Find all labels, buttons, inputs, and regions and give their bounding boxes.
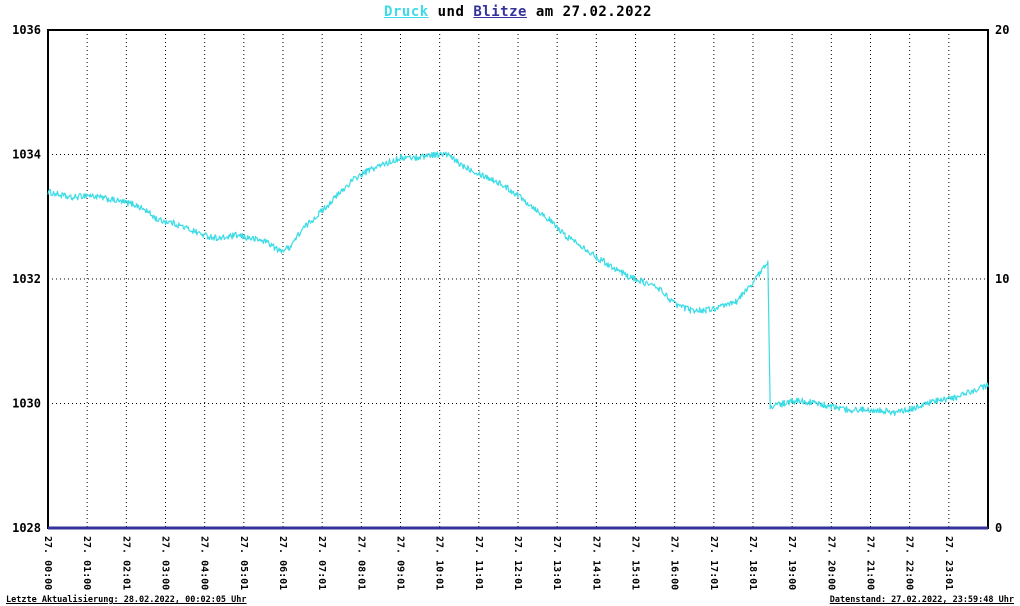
x-tick-label: 27. 13:01 (551, 536, 562, 590)
y-left-tick-label: 1028 (12, 521, 41, 535)
x-tick-label: 27. 22:00 (904, 536, 915, 590)
series-line-druck (47, 151, 989, 417)
x-tick-label: 27. 01:00 (81, 536, 92, 590)
x-tick-label: 27. 20:00 (825, 536, 836, 590)
x-tick-label: 27. 23:01 (943, 536, 954, 590)
x-tick-label: 27. 09:01 (395, 536, 406, 590)
x-tick-label: 27. 06:01 (277, 536, 288, 590)
x-tick-label: 27. 21:00 (865, 536, 876, 590)
x-tick-label: 27. 10:01 (434, 536, 445, 590)
footer-last-update: Letzte Aktualisierung: 28.02.2022, 00:02… (6, 595, 247, 605)
x-tick-label: 27. 04:00 (199, 536, 210, 590)
y-left-tick-label: 1032 (12, 272, 41, 286)
chart-title: Druck und Blitze am 27.02.2022 (48, 4, 988, 20)
x-tick-label: 27. 05:01 (238, 536, 249, 590)
x-tick-label: 27. 07:01 (316, 536, 327, 590)
title-date: am 27.02.2022 (526, 4, 652, 20)
x-tick-label: 27. 19:00 (786, 536, 797, 590)
x-tick-label: 27. 15:01 (630, 536, 641, 590)
title-conjunction: und (428, 4, 474, 20)
y-right-tick-label: 0 (995, 521, 1002, 535)
x-tick-label: 27. 08:01 (355, 536, 366, 590)
y-right-tick-label: 20 (995, 23, 1009, 37)
y-left-tick-label: 1036 (12, 23, 41, 37)
x-tick-label: 27. 00:00 (42, 536, 53, 590)
x-tick-label: 27. 14:01 (590, 536, 601, 590)
x-tick-label: 27. 12:01 (512, 536, 523, 590)
y-left-tick-label: 1034 (12, 148, 41, 162)
title-series-blitze: Blitze (473, 4, 527, 20)
x-tick-label: 27. 03:00 (160, 536, 171, 590)
y-left-tick-label: 1030 (12, 397, 41, 411)
footer-data-timestamp: Datenstand: 27.02.2022, 23:59:48 Uhr (829, 595, 1014, 605)
y-right-tick-label: 10 (995, 272, 1009, 286)
x-tick-label: 27. 11:01 (473, 536, 484, 590)
x-tick-label: 27. 02:01 (120, 536, 131, 590)
x-tick-label: 27. 16:00 (669, 536, 680, 590)
x-tick-label: 27. 17:01 (708, 536, 719, 590)
title-series-druck: Druck (384, 4, 429, 20)
x-tick-label: 27. 18:01 (747, 536, 758, 590)
